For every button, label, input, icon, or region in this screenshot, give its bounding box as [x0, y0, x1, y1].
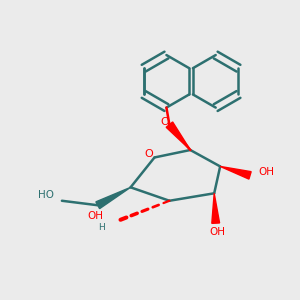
Polygon shape [166, 122, 190, 150]
Text: O: O [160, 117, 169, 127]
Text: OH: OH [88, 211, 104, 221]
Text: H: H [98, 223, 105, 232]
Polygon shape [220, 167, 251, 179]
Text: OH: OH [209, 226, 225, 236]
Text: HO: HO [38, 190, 54, 200]
Text: OH: OH [258, 167, 274, 177]
Polygon shape [96, 187, 130, 209]
Polygon shape [212, 193, 220, 224]
Text: O: O [144, 149, 153, 160]
